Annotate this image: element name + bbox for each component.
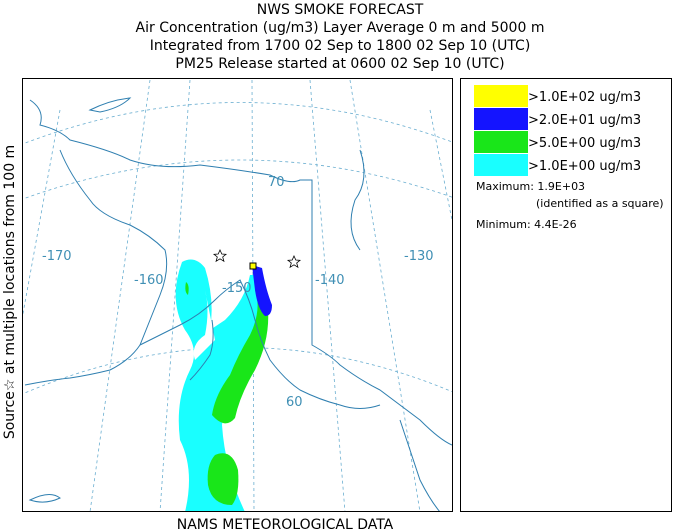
source-markers — [212, 249, 302, 269]
legend-label: >5.0E+00 ug/m3 — [528, 136, 641, 151]
side-label: Source☆ at multiple locations from 100 m — [2, 145, 18, 439]
graticule-label: -130 — [404, 249, 434, 264]
legend-label: >1.0E+02 ug/m3 — [528, 90, 641, 105]
legend: Maximum: 1.9E+03 (identified as a square… — [460, 78, 672, 512]
graticule-label: 70 — [268, 175, 285, 190]
footer: NAMS METEOROLOGICAL DATA — [177, 517, 394, 532]
coastline — [24, 97, 452, 511]
legend-swatch — [474, 108, 528, 130]
graticule-label: -140 — [315, 273, 345, 288]
legend-label: >2.0E+01 ug/m3 — [528, 113, 641, 128]
legend-swatch — [474, 154, 528, 176]
legend-swatch — [474, 131, 528, 153]
title: NWS SMOKE FORECAST — [257, 2, 424, 18]
subtitle: PM25 Release started at 0600 02 Sep 10 (… — [175, 56, 504, 72]
legend-frame — [460, 78, 672, 512]
graticule-label: -150 — [222, 281, 252, 296]
map-frame — [22, 78, 453, 512]
plume — [175, 259, 272, 511]
subtitle: Integrated from 1700 02 Sep to 1800 02 S… — [150, 38, 531, 54]
subtitle: Air Concentration (ug/m3) Layer Average … — [136, 20, 545, 36]
minimum: Minimum: 4.4E-26 — [476, 218, 577, 231]
legend-label: >1.0E+00 ug/m3 — [528, 159, 641, 174]
graticule-label: -160 — [134, 273, 164, 288]
maximum-note: (identified as a square) — [536, 197, 664, 210]
graticule-label: 60 — [286, 395, 303, 410]
maximum: Maximum: 1.9E+03 — [476, 180, 585, 193]
map: -170 -160 -150 -140 -130 70 60 — [22, 78, 453, 512]
graticule — [23, 79, 452, 511]
graticule-label: -170 — [42, 249, 72, 264]
legend-swatch — [474, 85, 528, 107]
